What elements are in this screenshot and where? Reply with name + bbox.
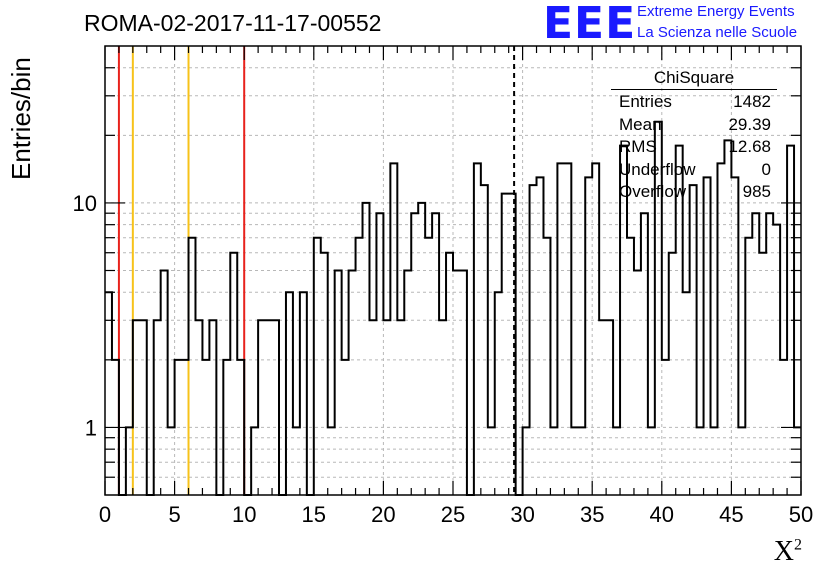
x-axis-label-text: X: [773, 536, 794, 567]
y-tick-label: 10: [73, 191, 97, 216]
axis-ticks: 0 5 10 15 20 25 30 35 40 45 50 1 10: [73, 46, 813, 527]
stats-label: RMS: [619, 137, 657, 156]
x-tick-label: 45: [719, 502, 743, 527]
stats-label: Entries: [619, 92, 672, 111]
plot-title: ROMA-02-2017-11-17-00552: [84, 10, 382, 36]
x-tick-label: 25: [441, 502, 465, 527]
x-tick-label: 30: [510, 502, 534, 527]
stats-row-rms: RMS 12.68: [611, 137, 777, 160]
x-axis-label-exponent: 2: [794, 536, 802, 554]
stats-title: ChiSquare: [611, 68, 777, 90]
chisquare-histogram: [105, 120, 801, 496]
stats-value: 0: [761, 159, 771, 179]
x-tick-label: 50: [789, 502, 813, 527]
x-tick-label: 20: [371, 502, 395, 527]
stats-value: 985: [742, 182, 771, 201]
stats-value: 29.39: [728, 114, 771, 134]
x-tick-label: 15: [302, 502, 326, 527]
x-tick-label: 35: [580, 502, 604, 527]
stats-label: Overflow: [619, 182, 687, 201]
stats-box: ChiSquare Entries 1482 Mean 29.39 RMS 12.68…: [611, 68, 777, 205]
x-tick-label: 10: [232, 502, 256, 527]
stats-value: 1482: [733, 92, 771, 111]
stats-row-underflow: Underflow 0: [611, 160, 777, 183]
y-tick-label: 1: [85, 415, 97, 440]
logo-line-2: La Scienza nelle Scuole: [637, 24, 798, 41]
stats-row-entries: Entries 1482: [611, 92, 777, 115]
eee-logo: EEE: [543, 0, 637, 49]
x-tick-label: 40: [650, 502, 674, 527]
x-tick-label: 5: [168, 502, 180, 527]
stats-label: Underflow: [619, 159, 696, 179]
stats-value: 12.68: [728, 137, 771, 156]
x-axis-label: X2: [774, 536, 802, 568]
y-axis-label: Entries/bin: [6, 57, 36, 180]
stats-row-overflow: Overflow 985: [611, 182, 777, 205]
logo-line-1: Extreme Energy Events: [637, 3, 795, 20]
stats-label: Mean: [619, 114, 662, 134]
x-tick-label: 0: [99, 502, 111, 527]
stats-row-mean: Mean 29.39: [611, 115, 777, 138]
grid-lines: [105, 46, 801, 495]
